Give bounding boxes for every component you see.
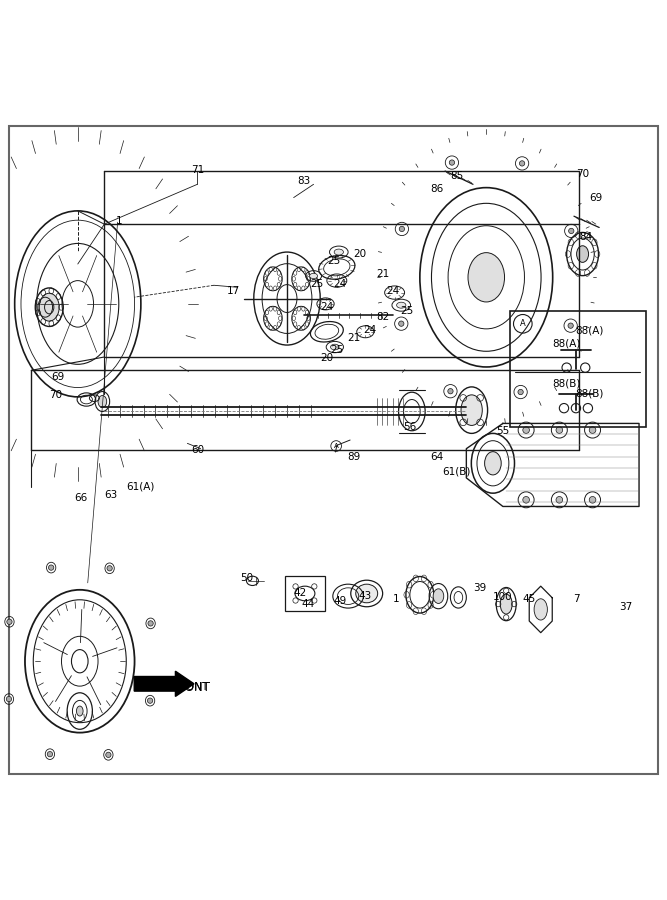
Circle shape [450,160,455,166]
Ellipse shape [334,249,344,255]
Circle shape [47,752,53,757]
Ellipse shape [468,253,504,302]
Text: 55: 55 [496,427,510,436]
Circle shape [518,390,524,395]
Text: 7: 7 [573,594,579,605]
Text: 56: 56 [404,422,416,432]
Text: 39: 39 [473,583,486,593]
Text: 69: 69 [589,193,602,202]
Text: 88(A): 88(A) [552,338,580,348]
Text: 24: 24 [334,279,347,289]
Text: 66: 66 [75,493,88,503]
Circle shape [148,621,153,626]
Ellipse shape [433,589,444,603]
Text: 64: 64 [430,452,443,462]
Circle shape [568,229,574,234]
Circle shape [520,161,525,166]
Text: 84: 84 [579,232,592,242]
Text: 61(B): 61(B) [442,466,471,476]
Circle shape [556,427,563,434]
Text: 17: 17 [227,285,241,295]
Text: 44: 44 [301,599,315,609]
Text: 100: 100 [493,592,513,602]
Circle shape [6,697,11,702]
Ellipse shape [397,302,406,308]
Ellipse shape [39,293,59,321]
Circle shape [589,427,596,434]
Text: 83: 83 [297,176,310,186]
Text: 25: 25 [310,279,323,289]
Ellipse shape [309,274,317,279]
Circle shape [568,323,574,328]
Text: 1: 1 [394,594,400,605]
Ellipse shape [461,395,482,426]
Text: 60: 60 [191,445,204,455]
Text: 69: 69 [51,372,65,382]
Text: 85: 85 [450,171,463,181]
Text: 88(B): 88(B) [552,379,580,389]
Circle shape [106,752,111,758]
Circle shape [49,565,54,571]
Text: 43: 43 [359,591,372,601]
Text: 88(B): 88(B) [575,389,604,399]
Ellipse shape [576,246,588,263]
Ellipse shape [331,344,339,350]
Text: 21: 21 [347,333,360,344]
Text: 63: 63 [104,491,117,500]
Text: 45: 45 [523,594,536,605]
Text: 1: 1 [116,216,123,226]
Text: 25: 25 [330,346,344,356]
Text: 20: 20 [320,354,334,364]
Text: 88(A): 88(A) [575,326,604,336]
Text: A: A [334,443,339,449]
Text: 24: 24 [320,302,334,312]
Text: 61(A): 61(A) [127,482,155,491]
Circle shape [7,619,12,625]
Bar [510,310,646,427]
Circle shape [589,497,596,503]
Circle shape [556,497,563,503]
Circle shape [400,226,405,231]
Text: A: A [520,320,526,328]
Text: 70: 70 [576,169,589,179]
Text: 82: 82 [377,312,390,322]
Circle shape [523,497,530,503]
Ellipse shape [534,598,548,620]
Text: FRONT: FRONT [171,680,211,694]
Text: 86: 86 [430,184,443,194]
Bar [285,576,325,611]
Circle shape [107,565,112,571]
Text: 24: 24 [364,326,377,336]
Ellipse shape [77,706,83,716]
Text: 24: 24 [387,285,400,295]
Circle shape [523,427,530,434]
Ellipse shape [98,395,107,408]
Text: 20: 20 [354,249,367,259]
Circle shape [147,698,153,703]
Ellipse shape [356,584,378,603]
Text: 25: 25 [327,256,340,266]
Ellipse shape [500,594,512,614]
Text: 50: 50 [241,572,253,582]
Text: 21: 21 [377,269,390,279]
FancyArrow shape [134,671,194,697]
Text: 89: 89 [347,452,360,462]
Text: 37: 37 [619,602,632,612]
Text: 25: 25 [400,305,413,316]
Ellipse shape [485,452,501,475]
Circle shape [448,389,453,394]
Text: 49: 49 [334,597,347,607]
Text: 71: 71 [191,165,204,175]
Text: FRONT: FRONT [173,682,208,692]
Text: 42: 42 [293,588,307,598]
Circle shape [399,321,404,327]
Text: 70: 70 [49,390,63,400]
